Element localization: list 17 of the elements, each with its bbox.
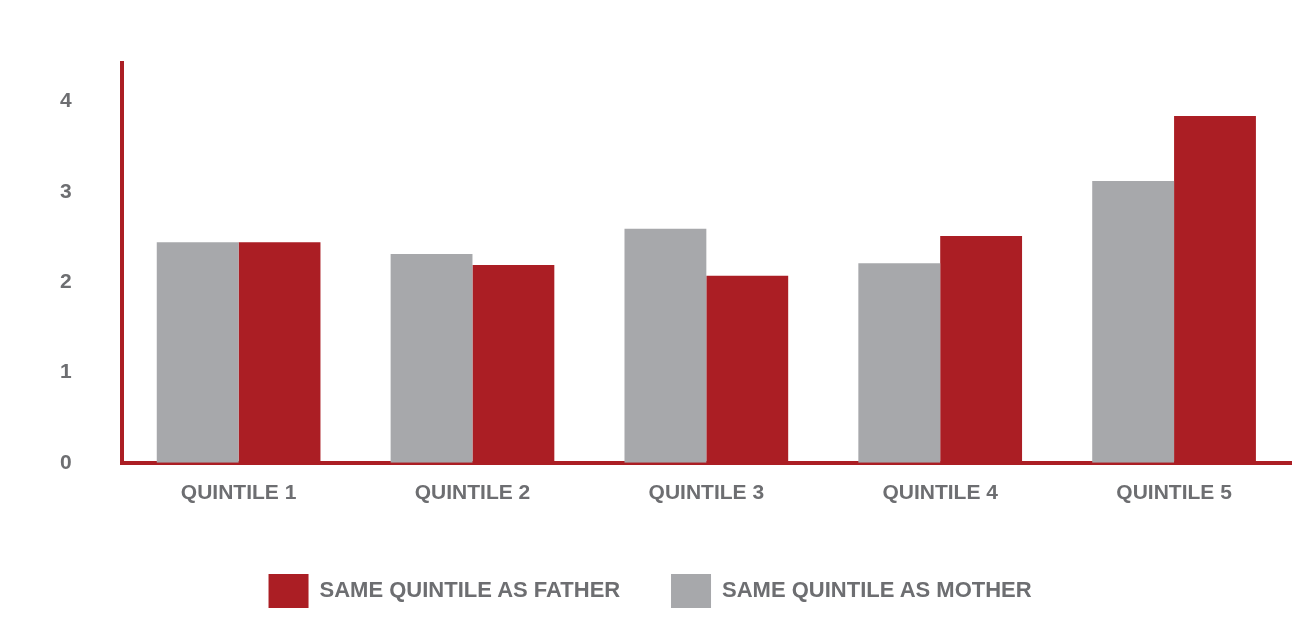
y-tick-label: 4: [59, 88, 72, 112]
y-tick-label: 3: [59, 178, 72, 202]
bar: [156, 242, 239, 463]
bar: [390, 254, 473, 463]
x-tick-label: QUINTILE 4: [882, 480, 999, 504]
y-tick-label: 1: [59, 359, 72, 383]
x-tick-label: QUINTILE 5: [1116, 480, 1233, 504]
x-tick-label: QUINTILE 3: [648, 480, 765, 504]
legend-label: SAME QUINTILE AS FATHER: [319, 577, 621, 603]
bar: [624, 228, 707, 463]
bar: [858, 263, 941, 463]
legend-label: SAME QUINTILE AS MOTHER: [722, 577, 1032, 603]
y-tick-label: 2: [59, 268, 72, 292]
x-tick-label: QUINTILE 2: [414, 480, 531, 504]
x-tick-label: QUINTILE 1: [180, 480, 297, 504]
bar: [1092, 180, 1175, 463]
y-tick-label: 0: [59, 449, 72, 473]
